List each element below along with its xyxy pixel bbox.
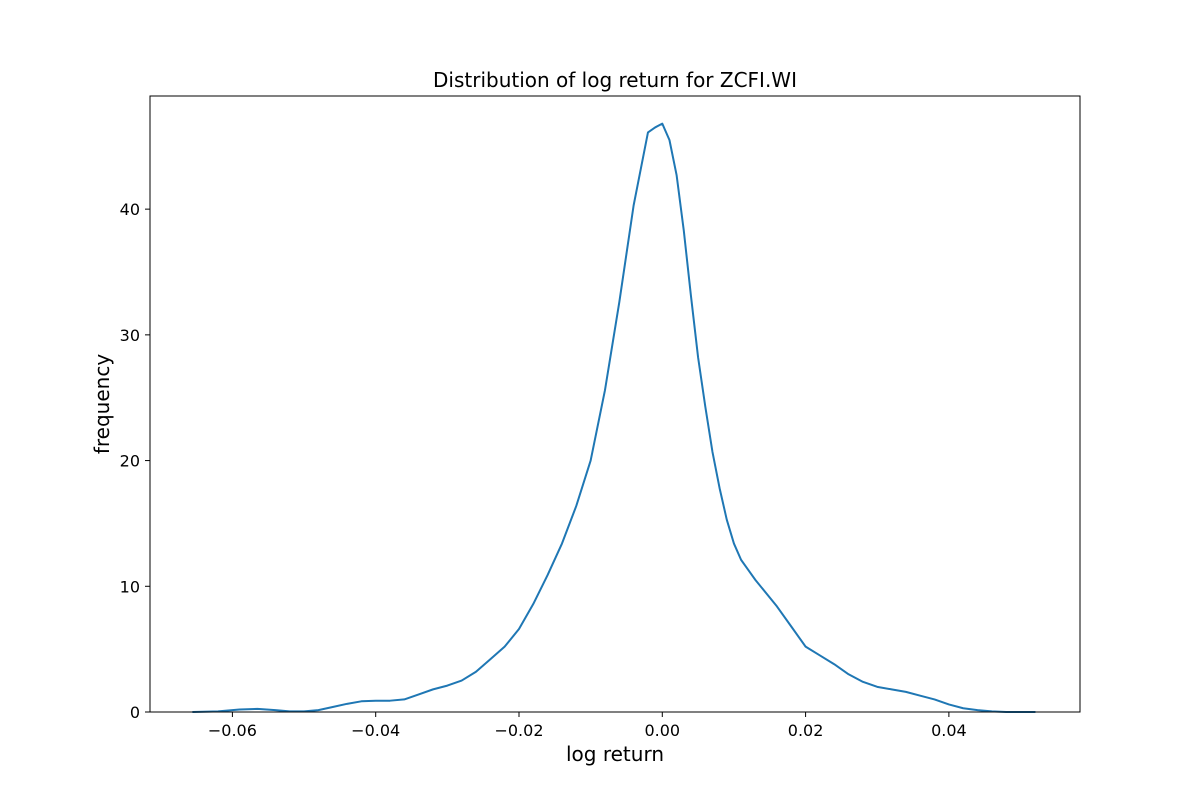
x-tick-label: −0.04 [351,721,400,740]
chart-title: Distribution of log return for ZCFI.WI [433,68,797,92]
series-line-0 [191,122,1036,713]
y-tick-label: 10 [120,577,140,596]
x-tick-label: −0.06 [208,721,257,740]
y-tick-label: 20 [120,452,140,471]
x-tick-label: 0.04 [931,721,967,740]
x-tick-label: 0.02 [788,721,824,740]
y-tick-label: 30 [120,326,140,345]
axes-frame [149,95,1081,713]
y-tick-label: 0 [130,703,140,722]
y-tick-label: 40 [120,200,140,219]
x-tick-label: −0.02 [494,721,543,740]
x-axis-label: log return [566,742,664,766]
y-axis-label: frequency [90,354,114,454]
x-tick-label: 0.00 [644,721,680,740]
plot-area: −0.06 −0.04 −0.02 0.00 0.02 0.04 0 10 20 30 40 [120,95,1081,740]
